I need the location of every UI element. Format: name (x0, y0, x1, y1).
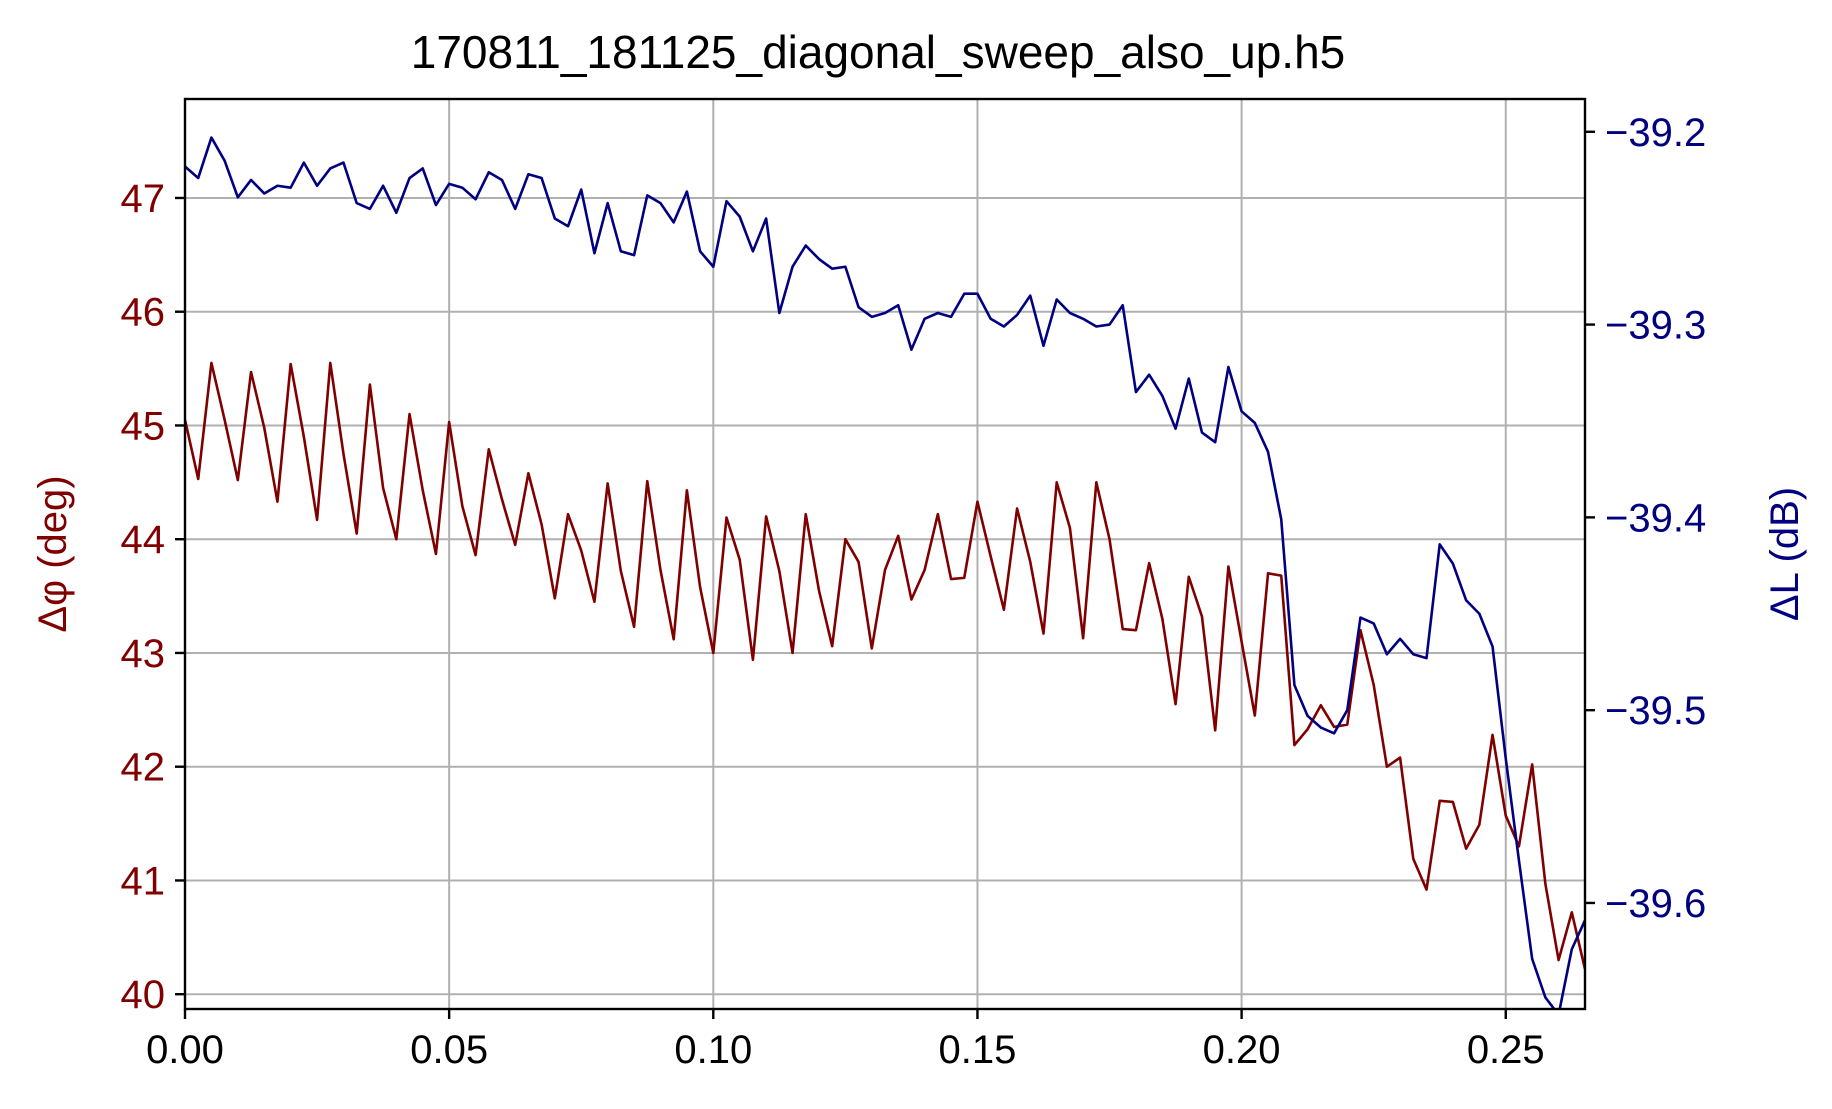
x-tick-label: 0.15 (939, 1028, 1017, 1072)
plot-frame (183, 97, 1587, 1011)
series-layer (185, 136, 1585, 1009)
x-tick-label: 0.05 (410, 1028, 488, 1072)
axes: 0.00 0.05 0.10 0.15 0.20 0.25 40 41 42 43 44 45 46 47… (121, 111, 1707, 1072)
x-tick-label: 0.20 (1203, 1028, 1281, 1072)
y-axis-label-left: Δφ (deg) (31, 475, 75, 632)
y-tick-label-left: 43 (121, 632, 166, 676)
y-tick-label-left: 42 (121, 746, 166, 790)
y-tick-label-left: 45 (121, 404, 166, 448)
y-tick-label-left: 47 (121, 177, 166, 221)
y-tick-label-right: −39.4 (1605, 496, 1706, 540)
chart-title: 170811_181125_diagonal_sweep_also_up.h5 (411, 26, 1346, 78)
y-tick-label-left: 40 (121, 973, 166, 1017)
x-tick-label: 0.00 (146, 1028, 224, 1072)
y-tick-label-right: −39.6 (1605, 882, 1706, 926)
y-tick-label-right: −39.2 (1605, 111, 1706, 155)
series-line-loss (185, 136, 1585, 1009)
y-tick-label-left: 41 (121, 859, 166, 903)
grid (184, 99, 1585, 1009)
y-axis-label-right: ΔL (dB) (1763, 487, 1807, 621)
series-line-phase (185, 361, 1585, 970)
y-tick-label-right: −39.5 (1605, 689, 1706, 733)
y-tick-label-right: −39.3 (1605, 304, 1706, 348)
x-tick-label: 0.10 (674, 1028, 752, 1072)
y-tick-label-left: 44 (121, 518, 166, 562)
y-tick-label-left: 46 (121, 291, 166, 335)
x-tick-label: 0.25 (1467, 1028, 1545, 1072)
